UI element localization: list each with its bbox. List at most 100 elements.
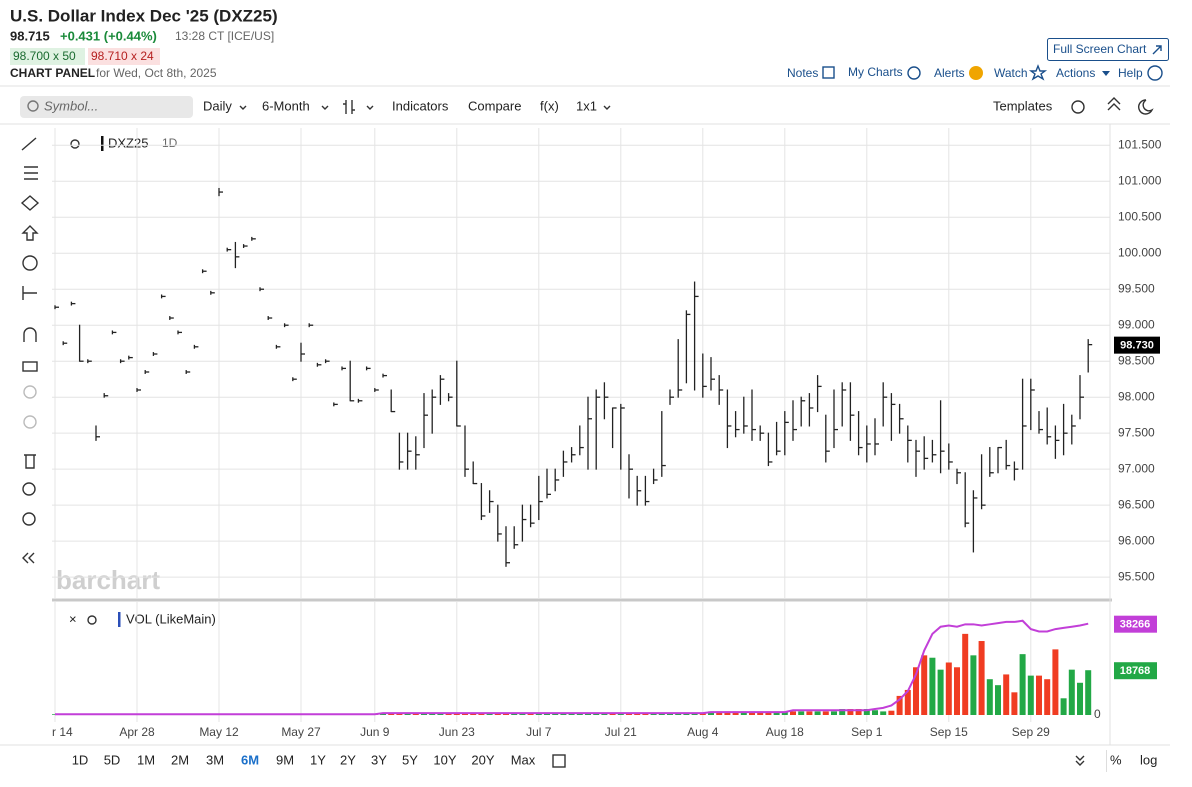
- range-button[interactable]: 3M: [206, 752, 224, 767]
- last-price: 98.715: [10, 28, 50, 43]
- bid: 98.700 x 50: [13, 49, 76, 63]
- range-button[interactable]: 20Y: [471, 752, 494, 767]
- volume-bar: [1068, 669, 1075, 715]
- alerts-link[interactable]: Alerts: [934, 66, 965, 80]
- watch-link[interactable]: Watch: [994, 66, 1028, 80]
- legend-symbol: DXZ25: [108, 135, 148, 150]
- actions-link[interactable]: Actions: [1056, 66, 1095, 80]
- volume-bar: [1060, 698, 1067, 715]
- tool-zoom-in[interactable]: [22, 482, 36, 496]
- x-tick-label: Aug 4: [687, 725, 719, 739]
- calendar-icon[interactable]: [552, 754, 566, 768]
- range-button[interactable]: 1M: [137, 752, 155, 767]
- tool-zoom-out[interactable]: [22, 512, 36, 526]
- volume-bar: [790, 711, 796, 715]
- alerts-icon: [969, 66, 983, 80]
- volume-bar: [1036, 675, 1042, 715]
- range-button[interactable]: 5D: [104, 752, 121, 767]
- y-tick-label: 96.500: [1118, 497, 1155, 511]
- range-button[interactable]: 2Y: [340, 752, 356, 767]
- volume-bar: [872, 710, 878, 715]
- interval-menu[interactable]: Daily: [203, 98, 232, 113]
- volume-bar: [880, 711, 887, 715]
- y-tick-label: 99.000: [1118, 317, 1155, 331]
- range-button[interactable]: 9M: [276, 752, 294, 767]
- legend-close[interactable]: ×: [69, 611, 77, 626]
- y-tick-label: 97.500: [1118, 425, 1155, 439]
- tool-magnet[interactable]: [23, 327, 37, 342]
- y-tick-label: 100.000: [1118, 245, 1162, 259]
- volume-legend: VOL (LikeMain): [126, 611, 216, 626]
- x-tick-label: Sep 15: [930, 725, 968, 739]
- tool-number[interactable]: [22, 255, 38, 271]
- range-button[interactable]: 10Y: [433, 752, 456, 767]
- symbol-input[interactable]: [20, 96, 193, 118]
- percent-toggle[interactable]: %: [1110, 752, 1122, 767]
- ask-box: [88, 48, 160, 65]
- expand-icon[interactable]: [1075, 755, 1085, 766]
- actions-caret: [1102, 71, 1110, 76]
- ma-value-label: 38266: [1120, 619, 1151, 631]
- y-tick-label: 96.000: [1118, 533, 1155, 547]
- range-button[interactable]: Max: [511, 752, 536, 767]
- y-tick-label: 98.000: [1118, 389, 1155, 403]
- collapse-icon[interactable]: [1107, 97, 1121, 111]
- volume-bar: [962, 633, 969, 715]
- price-change: +0.431 (+0.44%): [60, 28, 157, 43]
- tool-arrow[interactable]: [21, 225, 39, 241]
- full-screen-label[interactable]: Full Screen Chart: [1053, 42, 1147, 56]
- log-toggle[interactable]: log: [1140, 752, 1157, 767]
- period-menu[interactable]: 6-Month: [262, 98, 310, 113]
- range-button[interactable]: 1D: [72, 752, 89, 767]
- tool-line[interactable]: [21, 137, 37, 151]
- compare-button[interactable]: Compare: [468, 98, 521, 113]
- x-tick-label: Aug 18: [766, 725, 804, 739]
- theme-icon[interactable]: [1138, 99, 1154, 115]
- range-button[interactable]: 2M: [171, 752, 189, 767]
- range-button[interactable]: 3Y: [371, 752, 387, 767]
- indicators-button[interactable]: Indicators: [392, 98, 449, 113]
- legend-eye[interactable]: [87, 615, 97, 625]
- range-button[interactable]: 6M: [241, 752, 259, 767]
- help-link[interactable]: Help: [1118, 66, 1143, 80]
- tool-measure[interactable]: [22, 286, 37, 300]
- fx-button[interactable]: f(x): [540, 98, 559, 113]
- tool-delete[interactable]: [24, 454, 36, 469]
- volume-bar: [904, 689, 911, 715]
- notes-link[interactable]: Notes: [787, 66, 818, 80]
- x-tick-label: Jun 9: [360, 725, 390, 739]
- volume-bar: [749, 711, 755, 715]
- templates-button[interactable]: Templates: [993, 98, 1053, 113]
- y-tick-label: 100.500: [1118, 209, 1162, 223]
- panel-label: CHART PANEL: [10, 66, 95, 80]
- bid-box: [10, 48, 85, 65]
- range-button[interactable]: 1Y: [310, 752, 326, 767]
- volume-bar: [1003, 674, 1010, 715]
- volume-bar: [757, 711, 764, 715]
- volume-value-box: [1114, 662, 1157, 680]
- tool-redo[interactable]: [23, 415, 37, 429]
- full-screen-icon: [1152, 45, 1162, 55]
- full-screen-button[interactable]: [1047, 38, 1169, 61]
- range-button[interactable]: 5Y: [402, 752, 418, 767]
- volume-bar: [995, 685, 1001, 715]
- tool-undo[interactable]: [23, 385, 37, 399]
- bar-type-icon[interactable]: [343, 100, 355, 114]
- tool-fib[interactable]: [24, 166, 38, 180]
- volume-bar: [798, 711, 805, 715]
- help-icon: [1147, 65, 1163, 81]
- symbol-placeholder[interactable]: Symbol...: [44, 98, 98, 113]
- tool-lock[interactable]: [22, 361, 38, 372]
- x-tick-label: Sep 29: [1012, 725, 1050, 739]
- volume-bar: [1052, 649, 1059, 715]
- settings-icon[interactable]: [1071, 100, 1085, 114]
- legend-interval: 1D: [162, 136, 178, 150]
- legend-eye[interactable]: [70, 139, 80, 149]
- watch-icon: [1028, 64, 1048, 81]
- layout-menu[interactable]: 1x1: [576, 98, 597, 113]
- x-tick-label: May 27: [281, 725, 321, 739]
- tool-collapse[interactable]: [22, 552, 35, 564]
- tool-shape[interactable]: [20, 195, 40, 211]
- volume-bar: [896, 695, 903, 715]
- mycharts-link[interactable]: My Charts: [848, 65, 903, 79]
